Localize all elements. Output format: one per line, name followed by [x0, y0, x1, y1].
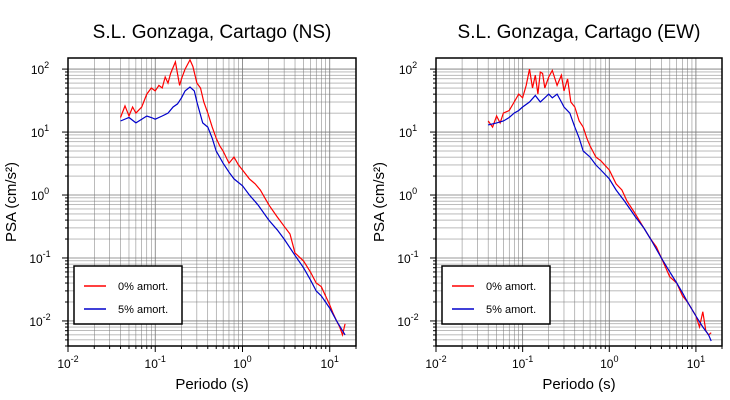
panel-ew: 10-2 10-1 100 101 10-2 10-1 100 101 102 S.L. Gonz… [371, 22, 723, 393]
x-tick-label: 100 [600, 354, 618, 371]
legend: 0% amort. 5% amort. [441, 265, 551, 325]
legend-label: 5% amort. [486, 304, 536, 316]
panel-ns: 10-2 10-1 100 101 10-2 10-1 100 101 102 S.L. Gonz… [3, 22, 357, 393]
y-axis-label: PSA (cm/s²) [371, 162, 388, 242]
x-axis-label: Periodo (s) [542, 376, 615, 393]
y-axis-label: PSA (cm/s²) [3, 162, 20, 242]
x-tick-label: 101 [321, 354, 339, 371]
x-tick-label: 101 [687, 354, 705, 371]
series-line-damped [120, 86, 346, 336]
chart-title: S.L. Gonzaga, Cartago (EW) [458, 22, 701, 43]
y-tick-label: 10-1 [29, 249, 50, 266]
legend-box [73, 265, 183, 325]
x-tick-label: 10-2 [425, 354, 446, 371]
legend-label: 0% amort. [118, 281, 168, 293]
series-line-damped [488, 93, 712, 342]
y-tick-label: 102 [399, 60, 417, 77]
legend-label: 5% amort. [118, 304, 168, 316]
y-tick-label: 101 [399, 123, 417, 140]
x-tick-label: 10-1 [512, 354, 533, 371]
x-tick-label: 10-1 [145, 354, 166, 371]
x-tick-label: 100 [233, 354, 251, 371]
legend: 0% amort. 5% amort. [73, 265, 183, 325]
x-tick-label: 10-2 [57, 354, 78, 371]
legend-label: 0% amort. [486, 281, 536, 293]
y-tick-label: 101 [31, 123, 49, 140]
legend-box [441, 265, 551, 325]
x-axis-label: Periodo (s) [175, 376, 248, 393]
series-line-undamped [119, 58, 346, 338]
y-tick-label: 10-2 [29, 312, 50, 329]
y-tick-label: 100 [31, 186, 49, 203]
y-tick-label: 100 [399, 186, 417, 203]
plot-frame [435, 57, 723, 347]
y-tick-label: 10-1 [397, 249, 418, 266]
y-tick-label: 10-2 [397, 312, 418, 329]
plot-frame [67, 57, 357, 347]
chart-title: S.L. Gonzaga, Cartago (NS) [93, 22, 332, 43]
y-tick-label: 102 [31, 60, 49, 77]
